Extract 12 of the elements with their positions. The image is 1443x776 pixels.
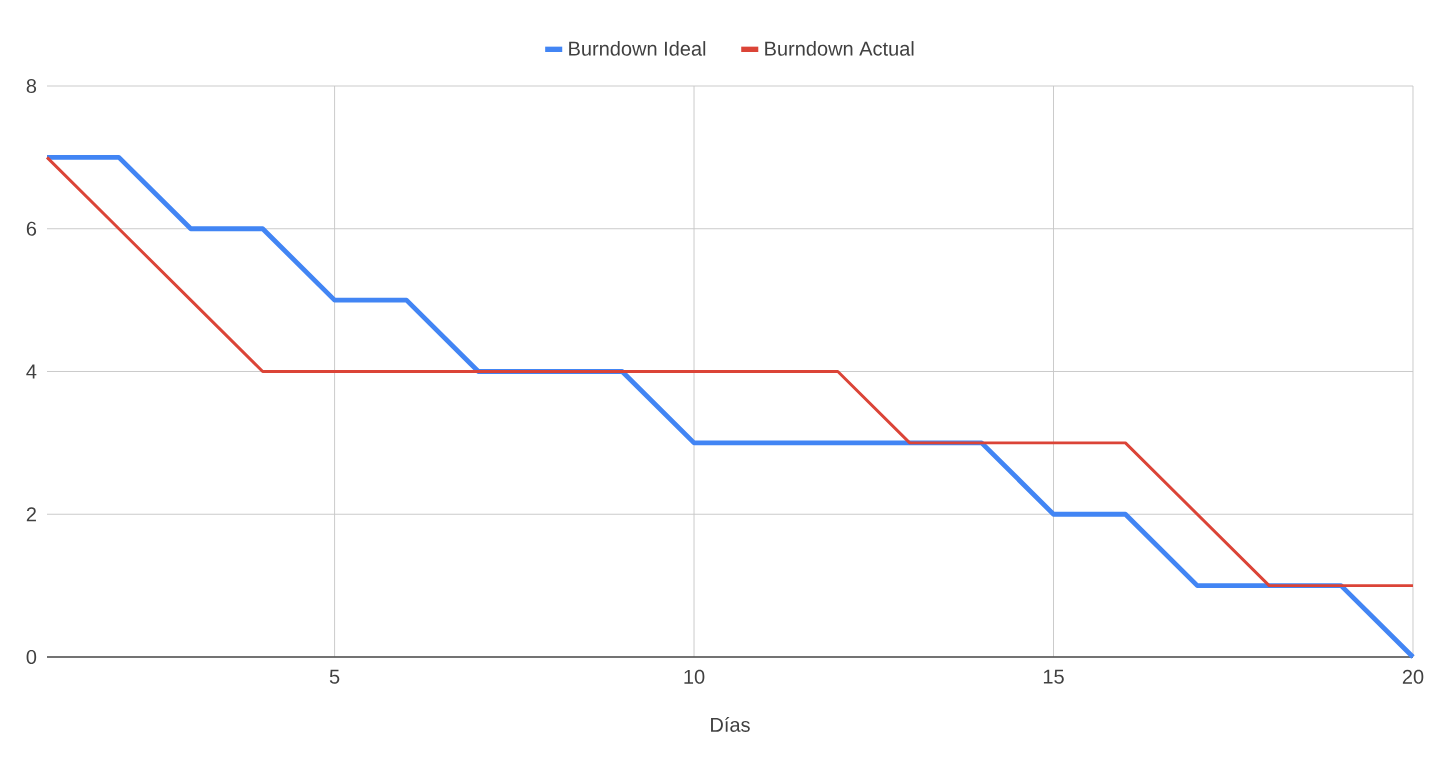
x-tick-label: 10 — [684, 669, 705, 684]
y-tick-label: 0 — [26, 649, 37, 665]
y-tick-label: 6 — [26, 221, 37, 236]
legend-label: Burndown Ideal — [569, 41, 706, 56]
y-tick-label: 4 — [26, 364, 37, 379]
x-tick-label: 15 — [1043, 669, 1064, 684]
legend-label: Burndown Actual — [765, 41, 914, 56]
x-tick-label: 20 — [1402, 669, 1424, 684]
y-tick-label: 8 — [26, 78, 37, 94]
x-tick-label: 5 — [329, 669, 340, 684]
y-tick-label: 2 — [26, 507, 36, 522]
x-axis-title: Días — [711, 717, 750, 732]
